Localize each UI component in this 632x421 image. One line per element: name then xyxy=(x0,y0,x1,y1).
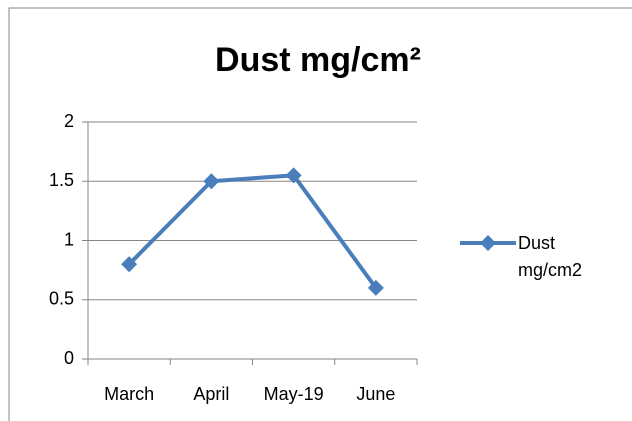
point-marker xyxy=(121,256,138,273)
point-marker xyxy=(367,279,384,296)
chart-title: Dust mg/cm² xyxy=(215,41,421,79)
chart-border xyxy=(8,7,632,421)
x-tick-label: March xyxy=(104,384,154,404)
y-tick-label: 0.5 xyxy=(49,289,74,309)
point-marker xyxy=(285,167,302,184)
x-tick-label: April xyxy=(193,384,229,404)
y-tick-label: 0 xyxy=(64,348,74,368)
y-tick-label: 2 xyxy=(64,111,74,131)
legend-label: Dust mg/cm2 xyxy=(518,233,583,280)
x-tick-label: June xyxy=(356,384,395,404)
x-tick-label: May-19 xyxy=(264,384,324,404)
legend-marker xyxy=(480,235,496,251)
point-marker xyxy=(203,173,220,190)
y-tick-label: 1 xyxy=(64,229,74,249)
y-tick-label: 1.5 xyxy=(49,170,74,190)
series-line xyxy=(127,173,378,290)
